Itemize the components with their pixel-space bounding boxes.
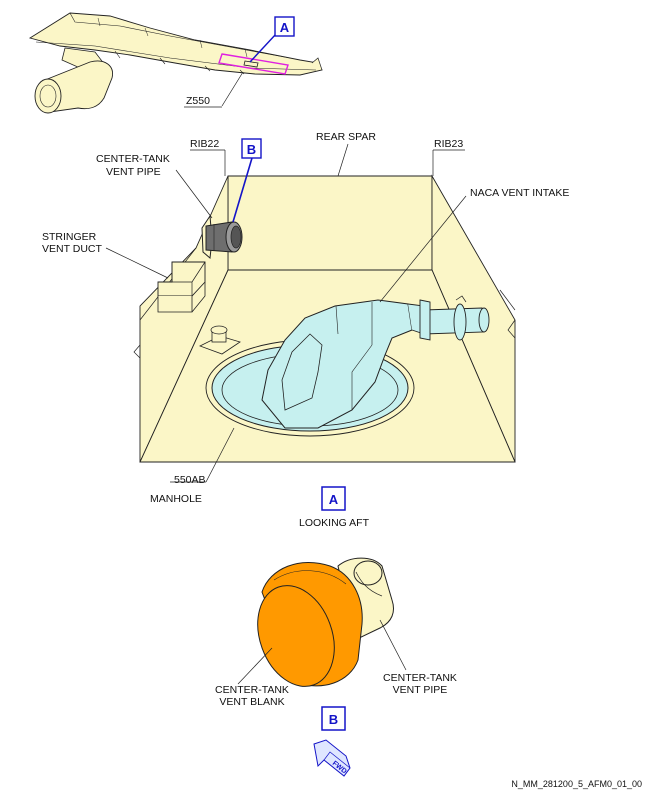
floor-fitting (198, 325, 241, 355)
naca-vent-intake-duct (261, 295, 490, 429)
view-b-marker-box (321, 706, 346, 731)
view-a-marker-letter: A (329, 492, 339, 507)
wing-overview: A Z550 (28, 12, 323, 114)
tank-interior-view-a: B RIB22 RIB23 REAR SPAR CENTER-TANK VENT… (42, 131, 569, 529)
center-tank-vent-pipe-label-2: VENT PIPE (106, 166, 161, 178)
rear-spar-label: REAR SPAR (316, 131, 376, 143)
callout-b-letter: B (247, 142, 256, 157)
callout-a-box[interactable] (274, 16, 295, 37)
rear-spar-wall (227, 175, 433, 271)
center-tank-vent-blank (257, 562, 363, 687)
engine-inlet (34, 78, 62, 114)
center-tank-vent-pipe-label-1: CENTER-TANK (96, 153, 170, 165)
vent-pipe-label-1: CENTER-TANK (383, 672, 457, 684)
view-a-marker-box (321, 486, 346, 511)
vent-pipe-label-2: VENT PIPE (393, 684, 448, 696)
figure-code: N_MM_281200_5_AFM0_01_00 (511, 779, 642, 789)
detail-b-vent-blank: CENTER-TANK VENT BLANK CENTER-TANK VENT … (215, 557, 457, 777)
callout-a-letter: A (280, 20, 290, 35)
callout-b-box[interactable] (241, 138, 262, 159)
manhole-code-label: 550AB (174, 474, 206, 486)
vent-blank-label-1: CENTER-TANK (215, 684, 289, 696)
naca-vent-intake-label: NACA VENT INTAKE (470, 187, 569, 199)
view-a-caption: LOOKING AFT (299, 517, 370, 529)
rib23-label: RIB23 (434, 138, 463, 150)
view-b-marker-letter: B (329, 712, 338, 727)
rib22-label: RIB22 (190, 138, 219, 150)
manhole-label: MANHOLE (150, 493, 202, 505)
view-a-leaders (105, 143, 467, 483)
stringer-vent-duct-label-1: STRINGER (42, 231, 97, 243)
vent-blank-label-2: VENT BLANK (219, 696, 284, 708)
center-tank-vent-pipe-a (201, 214, 243, 259)
zone-z550-outline (218, 53, 289, 75)
fwd-arrow-icon: FWD (313, 739, 351, 777)
stringer-vent-duct-label-2: VENT DUCT (42, 243, 102, 255)
stringer-vent-duct (157, 261, 206, 313)
zone-z550-label: Z550 (186, 95, 210, 107)
engine-nacelle (44, 60, 113, 113)
